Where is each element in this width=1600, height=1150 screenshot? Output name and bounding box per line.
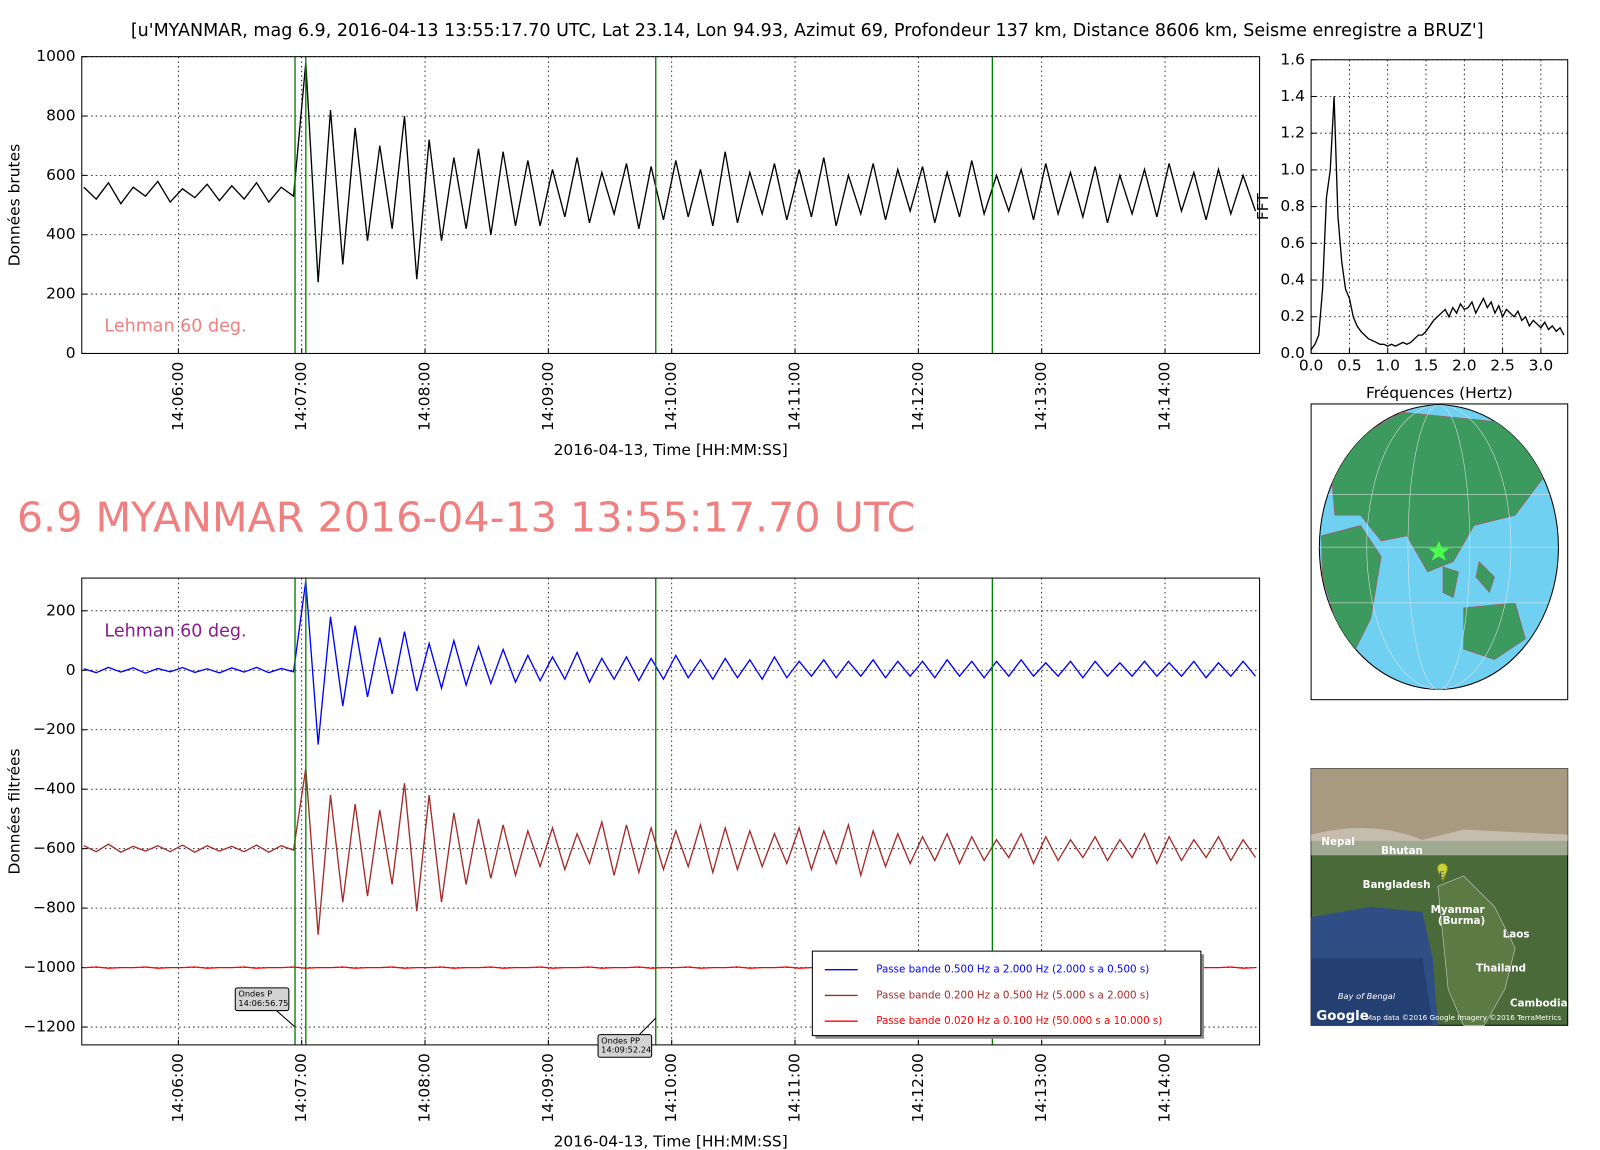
y-tick-label: 400	[46, 225, 75, 243]
y-axis-label: FFT	[1254, 193, 1272, 220]
y-tick-label: 200	[46, 601, 75, 619]
x-tick-label: 14:12:00	[909, 362, 927, 431]
y-tick-label: 0.0	[1280, 344, 1305, 362]
y-tick-label: 800	[46, 107, 75, 125]
y-tick-label: −400	[33, 780, 75, 798]
x-tick-label: 14:14:00	[1156, 1053, 1174, 1122]
annotation-box	[597, 1034, 653, 1058]
plot-area	[1311, 96, 1565, 351]
y-tick-label: 0.8	[1280, 197, 1305, 215]
y-tick-label: 0.6	[1280, 234, 1305, 252]
y-tick-label: 1.4	[1280, 87, 1305, 105]
annotation: Lehman 60 deg.	[104, 317, 246, 337]
y-tick-label: 1000	[36, 47, 75, 65]
trace	[1311, 96, 1565, 351]
headline: 6.9 MYANMAR 2016-04-13 13:55:17.70 UTC	[17, 493, 916, 541]
plot-frame	[81, 56, 1261, 354]
map-label: Laos	[1503, 929, 1530, 941]
trace	[83, 580, 1256, 745]
annotation-box	[234, 987, 290, 1012]
y-tick-label: −1000	[23, 958, 75, 976]
x-tick-label: 14:11:00	[786, 362, 804, 431]
x-tick-label: 14:12:00	[909, 1053, 927, 1122]
x-tick-label: 0.5	[1337, 356, 1362, 374]
chart: 0.0 0.2 0.4 0.6 0.8 1.0 1.2 1.4 1.6 0.0 0.5 1.0 1.5 2…	[1254, 50, 1569, 402]
plot-frame	[1310, 59, 1569, 354]
annotation-arrow	[638, 1017, 657, 1035]
y-tick-label: 0.2	[1280, 307, 1305, 325]
x-tick-label: 14:06:00	[169, 362, 187, 431]
plot-area	[83, 62, 1257, 283]
x-tick-label: 14:07:00	[292, 362, 310, 431]
chart: −1200 −1000 −800 −600 −400 −200 0 200 14:06:00 14…	[5, 577, 1261, 1150]
x-tick-label: 14:09:00	[539, 1053, 557, 1122]
legend	[811, 950, 1202, 1037]
annotation-text: 14:06:56.75	[238, 998, 288, 1008]
y-tick-label: 0.4	[1280, 271, 1305, 289]
y-tick-label: 600	[46, 166, 75, 184]
map-label: Nepal	[1321, 836, 1354, 848]
x-tick-label: 14:14:00	[1156, 362, 1174, 431]
annotation: Lehman 60 deg.	[104, 622, 246, 642]
y-tick-label: −800	[33, 899, 75, 917]
y-tick-label: 1.2	[1280, 124, 1305, 142]
y-tick-label: 1.6	[1280, 50, 1305, 68]
map-marker-label: E	[1439, 869, 1444, 879]
annotation-text: 14:09:52.24	[601, 1045, 651, 1055]
x-tick-label: 14:06:00	[169, 1053, 187, 1122]
x-tick-label: 3.0	[1529, 356, 1554, 374]
x-tick-label: 14:09:00	[539, 362, 557, 431]
plot-frame	[81, 577, 1261, 1046]
satellite-map	[1310, 768, 1569, 1026]
trace	[83, 62, 1257, 283]
y-axis-label: Données brutes	[5, 144, 23, 266]
x-tick-label: 14:08:00	[416, 1053, 434, 1122]
x-axis-label: 2016-04-13, Time [HH:MM:SS]	[554, 441, 788, 459]
map-label: Myanmar	[1431, 904, 1486, 916]
figure-title: [u'MYANMAR, mag 6.9, 2016-04-13 13:55:17…	[131, 21, 1484, 41]
map-label: Bay of Bengal	[1338, 991, 1396, 1001]
legend-label: Passe bande 0.020 Hz a 0.100 Hz (50.000 …	[876, 1015, 1162, 1027]
trace	[83, 768, 1257, 935]
x-tick-label: 1.0	[1375, 356, 1400, 374]
map-credit: Map data ©2016 Google Imagery ©2016 Terr…	[1366, 1013, 1562, 1022]
map-label: Thailand	[1476, 963, 1526, 975]
annotation-text: Ondes P	[238, 989, 272, 999]
legend-label: Passe bande 0.500 Hz a 2.000 Hz (2.000 s…	[876, 964, 1149, 976]
y-tick-label: 0	[66, 661, 76, 679]
plot-area	[83, 580, 1257, 969]
map-label: Bangladesh	[1363, 879, 1431, 891]
x-axis-label: 2016-04-13, Time [HH:MM:SS]	[554, 1132, 788, 1150]
y-tick-label: −1200	[23, 1018, 75, 1036]
y-tick-label: 200	[46, 285, 75, 303]
x-tick-label: 2.0	[1452, 356, 1477, 374]
y-axis-label: Données filtrées	[5, 749, 23, 875]
y-tick-label: 1.0	[1280, 160, 1305, 178]
x-tick-label: 14:13:00	[1032, 362, 1050, 431]
x-tick-label: 14:08:00	[416, 362, 434, 431]
x-tick-label: 0.0	[1299, 356, 1324, 374]
chart: 0 200 400 600 800 1000 14:06:00 14:07:00 14:08:0…	[5, 47, 1261, 459]
x-tick-label: 14:07:00	[292, 1053, 310, 1122]
x-tick-label: 14:11:00	[786, 1053, 804, 1122]
x-tick-label: 14:10:00	[662, 362, 680, 431]
annotation-arrow	[276, 1010, 296, 1028]
x-axis-label: Fréquences (Hertz)	[1366, 384, 1513, 402]
x-tick-label: 2.5	[1490, 356, 1515, 374]
y-tick-label: 0	[66, 344, 76, 362]
map-label: Bhutan	[1381, 845, 1423, 857]
map-logo: Google	[1316, 1009, 1369, 1024]
legend-label: Passe bande 0.200 Hz a 0.500 Hz (5.000 s…	[876, 989, 1149, 1001]
x-tick-label: 1.5	[1414, 356, 1439, 374]
x-tick-label: 14:10:00	[662, 1053, 680, 1122]
map-label: (Burma)	[1438, 915, 1485, 927]
map-label: Cambodia	[1510, 998, 1568, 1010]
x-tick-label: 14:13:00	[1032, 1053, 1050, 1122]
globe-map	[1310, 403, 1569, 701]
y-tick-label: −600	[33, 839, 75, 857]
y-tick-label: −200	[33, 720, 75, 738]
annotation-text: Ondes PP	[601, 1035, 640, 1045]
